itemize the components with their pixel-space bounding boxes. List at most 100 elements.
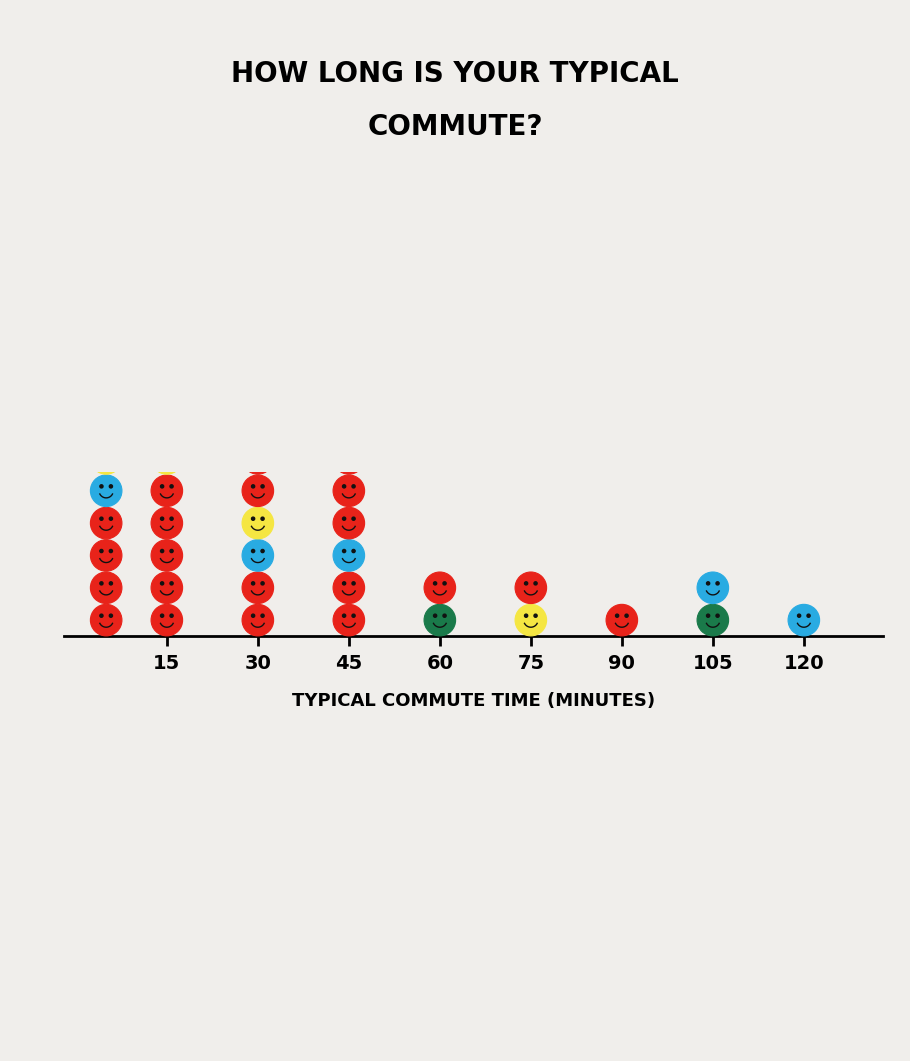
Circle shape bbox=[160, 420, 164, 423]
Circle shape bbox=[333, 507, 365, 539]
Circle shape bbox=[342, 517, 346, 520]
Circle shape bbox=[109, 291, 113, 294]
Circle shape bbox=[261, 387, 264, 390]
Circle shape bbox=[90, 540, 122, 571]
Circle shape bbox=[151, 378, 183, 410]
Circle shape bbox=[261, 420, 264, 423]
X-axis label: TYPICAL COMMUTE TIME (MINUTES): TYPICAL COMMUTE TIME (MINUTES) bbox=[291, 693, 655, 711]
Circle shape bbox=[90, 281, 122, 313]
Circle shape bbox=[261, 226, 264, 229]
Circle shape bbox=[100, 226, 103, 229]
Circle shape bbox=[100, 259, 103, 262]
Circle shape bbox=[352, 614, 355, 618]
Circle shape bbox=[151, 346, 183, 378]
Circle shape bbox=[242, 605, 274, 636]
Circle shape bbox=[160, 550, 164, 553]
Circle shape bbox=[100, 129, 103, 133]
Circle shape bbox=[160, 517, 164, 520]
Circle shape bbox=[251, 550, 255, 553]
Circle shape bbox=[251, 355, 255, 359]
Circle shape bbox=[100, 65, 103, 68]
Circle shape bbox=[90, 216, 122, 248]
Circle shape bbox=[151, 281, 183, 313]
Circle shape bbox=[352, 387, 355, 390]
Circle shape bbox=[100, 420, 103, 423]
Circle shape bbox=[242, 442, 274, 474]
Circle shape bbox=[100, 387, 103, 390]
Circle shape bbox=[342, 614, 346, 618]
Circle shape bbox=[242, 248, 274, 280]
Text: HOW LONG IS YOUR TYPICAL: HOW LONG IS YOUR TYPICAL bbox=[231, 60, 679, 88]
Circle shape bbox=[160, 324, 164, 327]
Circle shape bbox=[170, 614, 173, 618]
Circle shape bbox=[242, 378, 274, 410]
Circle shape bbox=[109, 452, 113, 455]
Circle shape bbox=[160, 485, 164, 488]
Circle shape bbox=[433, 614, 437, 618]
Circle shape bbox=[333, 605, 365, 636]
Circle shape bbox=[151, 313, 183, 345]
Circle shape bbox=[170, 97, 173, 100]
Circle shape bbox=[100, 485, 103, 488]
Circle shape bbox=[160, 355, 164, 359]
Circle shape bbox=[100, 517, 103, 520]
Circle shape bbox=[251, 420, 255, 423]
Circle shape bbox=[160, 614, 164, 618]
Circle shape bbox=[151, 184, 183, 215]
Circle shape bbox=[90, 411, 122, 441]
Circle shape bbox=[716, 581, 719, 585]
Circle shape bbox=[261, 324, 264, 327]
Circle shape bbox=[534, 581, 537, 585]
Circle shape bbox=[251, 517, 255, 520]
Circle shape bbox=[109, 129, 113, 133]
Circle shape bbox=[109, 485, 113, 488]
Circle shape bbox=[160, 387, 164, 390]
Circle shape bbox=[100, 291, 103, 294]
Circle shape bbox=[515, 605, 547, 636]
Circle shape bbox=[160, 226, 164, 229]
Circle shape bbox=[352, 581, 355, 585]
Circle shape bbox=[90, 572, 122, 604]
Circle shape bbox=[90, 184, 122, 215]
Circle shape bbox=[151, 411, 183, 441]
Circle shape bbox=[100, 324, 103, 327]
Circle shape bbox=[90, 442, 122, 474]
Circle shape bbox=[342, 550, 346, 553]
Circle shape bbox=[352, 452, 355, 455]
Circle shape bbox=[109, 32, 113, 35]
Circle shape bbox=[100, 581, 103, 585]
Circle shape bbox=[109, 65, 113, 68]
Circle shape bbox=[100, 0, 103, 3]
Circle shape bbox=[443, 581, 446, 585]
Circle shape bbox=[109, 194, 113, 197]
Circle shape bbox=[352, 550, 355, 553]
Circle shape bbox=[151, 442, 183, 474]
Circle shape bbox=[170, 387, 173, 390]
Circle shape bbox=[261, 614, 264, 618]
Circle shape bbox=[333, 411, 365, 441]
Circle shape bbox=[109, 259, 113, 262]
Circle shape bbox=[109, 324, 113, 327]
Circle shape bbox=[443, 614, 446, 618]
Circle shape bbox=[90, 152, 122, 184]
Circle shape bbox=[788, 605, 820, 636]
Circle shape bbox=[90, 346, 122, 378]
Circle shape bbox=[160, 65, 164, 68]
Circle shape bbox=[261, 259, 264, 262]
Text: COMMUTE?: COMMUTE? bbox=[368, 114, 542, 141]
Circle shape bbox=[109, 387, 113, 390]
Circle shape bbox=[109, 581, 113, 585]
Circle shape bbox=[170, 420, 173, 423]
Circle shape bbox=[151, 475, 183, 506]
Circle shape bbox=[352, 485, 355, 488]
Circle shape bbox=[615, 614, 619, 618]
Circle shape bbox=[151, 152, 183, 184]
Circle shape bbox=[170, 226, 173, 229]
Circle shape bbox=[342, 485, 346, 488]
Circle shape bbox=[100, 355, 103, 359]
Circle shape bbox=[251, 452, 255, 455]
Circle shape bbox=[160, 581, 164, 585]
Circle shape bbox=[109, 517, 113, 520]
Circle shape bbox=[100, 97, 103, 100]
Circle shape bbox=[706, 614, 710, 618]
